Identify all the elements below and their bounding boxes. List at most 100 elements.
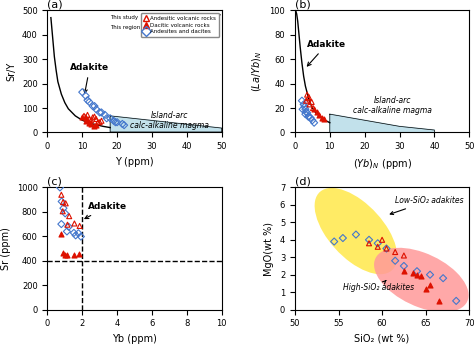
Y-axis label: MgO(wt %): MgO(wt %) — [264, 222, 274, 276]
Point — [383, 246, 390, 251]
Point — [118, 121, 126, 127]
Point — [378, 237, 386, 243]
Point — [313, 109, 320, 115]
Point — [365, 240, 373, 246]
Point — [91, 123, 98, 128]
Point — [413, 268, 421, 274]
Point — [61, 252, 69, 257]
Point — [309, 118, 316, 123]
Y-axis label: $(La/Yb)_N$: $(La/Yb)_N$ — [250, 51, 264, 92]
Point — [365, 237, 373, 243]
Point — [96, 110, 103, 115]
Point — [352, 232, 360, 237]
Text: High-SiO₂ adakites: High-SiO₂ adakites — [343, 280, 414, 292]
Point — [87, 122, 95, 127]
Point — [59, 200, 67, 205]
Point — [91, 114, 98, 119]
Point — [299, 107, 306, 112]
Point — [383, 246, 390, 251]
Point — [57, 221, 65, 227]
Point — [82, 116, 90, 121]
Point — [304, 114, 312, 119]
Point — [56, 185, 64, 190]
Point — [316, 112, 323, 118]
Point — [426, 272, 434, 278]
Point — [303, 92, 311, 97]
Point — [400, 268, 408, 274]
Point — [77, 234, 85, 239]
Text: Adakite: Adakite — [307, 40, 346, 66]
Point — [302, 98, 310, 104]
Point — [85, 120, 93, 126]
Point — [400, 253, 408, 258]
Point — [63, 252, 70, 258]
Point — [92, 107, 100, 112]
Text: (b): (b) — [295, 0, 310, 10]
Point — [85, 99, 93, 105]
Point — [113, 119, 121, 125]
Point — [92, 116, 100, 122]
Point — [298, 98, 306, 104]
Point — [70, 252, 77, 258]
Point — [319, 115, 326, 120]
Text: Island-arc
calc-alkaline magma: Island-arc calc-alkaline magma — [130, 111, 209, 130]
Y-axis label: Sr (ppm): Sr (ppm) — [1, 227, 11, 270]
Point — [59, 208, 66, 214]
Point — [330, 239, 338, 244]
Point — [70, 230, 78, 236]
Point — [301, 111, 309, 117]
Point — [120, 122, 128, 128]
Text: Low-SiO₂ adakites: Low-SiO₂ adakites — [390, 196, 464, 215]
Point — [308, 99, 316, 105]
Point — [65, 213, 73, 219]
Point — [62, 201, 70, 206]
Point — [84, 97, 91, 103]
Point — [82, 115, 90, 120]
Point — [309, 105, 317, 111]
Point — [79, 114, 86, 120]
Ellipse shape — [315, 188, 397, 274]
Text: (a): (a) — [47, 0, 63, 10]
Point — [306, 101, 313, 107]
Point — [310, 107, 318, 112]
Point — [439, 276, 447, 281]
Text: This study: This study — [110, 14, 138, 20]
Point — [305, 114, 313, 119]
Point — [392, 258, 399, 264]
Legend: Andesitic volcanic rocks, Dacitic volcanic rocks, Andesites and dacites: Andesitic volcanic rocks, Dacitic volcan… — [141, 13, 219, 37]
Point — [422, 286, 429, 291]
Point — [94, 119, 102, 125]
Point — [303, 110, 311, 116]
Point — [82, 119, 90, 124]
Point — [85, 116, 93, 122]
Point — [426, 282, 434, 288]
Point — [76, 223, 83, 229]
Point — [98, 118, 105, 123]
Point — [57, 192, 65, 197]
Point — [89, 115, 97, 120]
Point — [106, 116, 114, 121]
Point — [91, 103, 98, 109]
Point — [59, 251, 66, 256]
Text: Adakite: Adakite — [70, 63, 109, 93]
Point — [301, 104, 309, 110]
Point — [89, 103, 97, 109]
Point — [74, 230, 82, 236]
Point — [111, 119, 119, 125]
Polygon shape — [110, 116, 222, 132]
Point — [71, 221, 78, 226]
Point — [75, 251, 82, 257]
Point — [374, 244, 382, 249]
Text: Adakite: Adakite — [85, 202, 127, 218]
Point — [82, 93, 90, 99]
Point — [304, 96, 312, 101]
Point — [62, 211, 69, 216]
Text: Island-arc
calc-alkaline magma: Island-arc calc-alkaline magma — [353, 96, 432, 115]
Point — [57, 232, 65, 237]
Text: (c): (c) — [47, 177, 62, 187]
Point — [84, 112, 91, 118]
Point — [374, 240, 382, 246]
Point — [307, 115, 314, 120]
Point — [435, 298, 443, 304]
Point — [60, 205, 67, 211]
